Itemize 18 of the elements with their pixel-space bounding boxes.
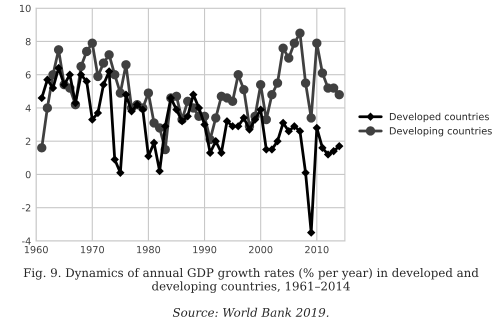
x-tick-label: 1970: [80, 246, 104, 254]
x-tick-label: 2010: [305, 246, 329, 254]
x-tick-label: 1990: [193, 246, 216, 254]
y-tick-label: 10: [20, 4, 31, 12]
y-tick-label: -2: [22, 204, 30, 212]
text: Fig. 9. Dynamics of annual GDP growth rates (% per year) in developed and developing countries, 1961–2014: [24, 268, 478, 293]
y-tick-label: 4: [26, 104, 31, 112]
legend-label: Developing countries: [390, 127, 492, 136]
x-tick-label: 1960: [24, 246, 48, 254]
source-note: Source: World Bank 2019.: [172, 308, 328, 317]
legend-label: Developed countries: [390, 112, 489, 122]
y-tick-label: 2: [26, 138, 30, 145]
y-tick-label: 0: [26, 170, 31, 178]
x-tick-label: 2000: [249, 246, 272, 254]
y-tick-label: -4: [22, 238, 31, 245]
x-tick-label: 1980: [137, 246, 160, 254]
y-tick-label: 6: [26, 71, 31, 79]
y-tick-label: 8: [26, 38, 31, 46]
